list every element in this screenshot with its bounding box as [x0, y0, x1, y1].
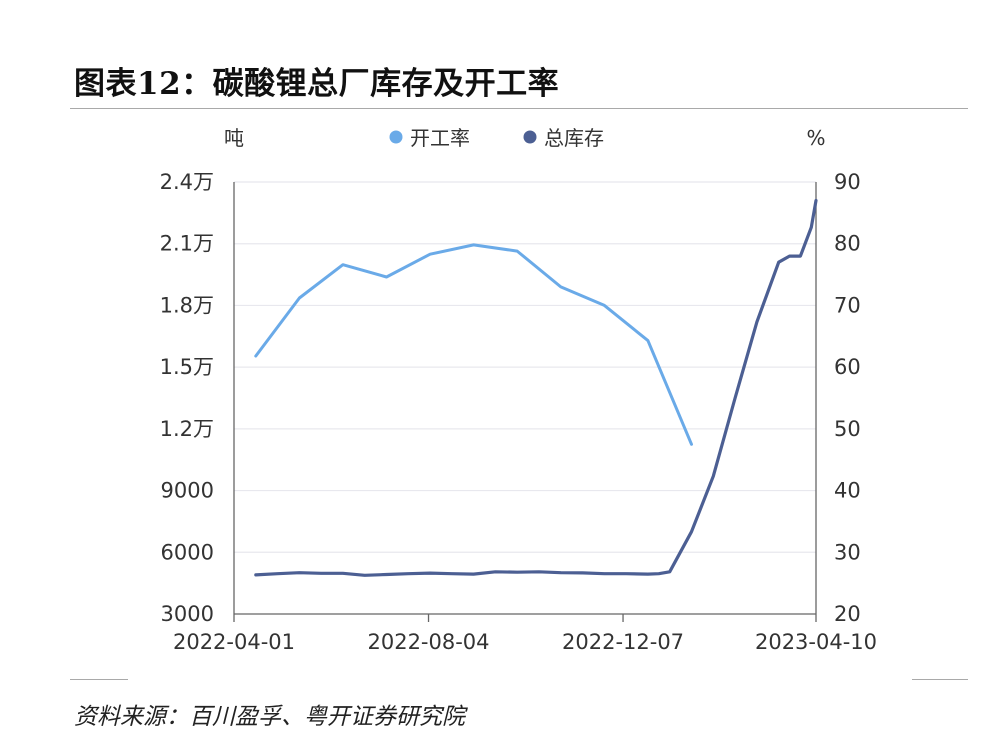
y-right-tick-label: 70	[834, 293, 861, 317]
y-left-tick-label: 1.2万	[160, 417, 214, 441]
footer-divider-left	[70, 679, 128, 680]
y-right-tick-label: 40	[834, 479, 861, 503]
y-left-tick-label: 6000	[161, 540, 214, 564]
chart: 3000 6000 9000 1.2万 1.5万 1.8万 2.1万 2.4万 20 30 40 50…	[160, 126, 877, 654]
y-left-tick-label: 9000	[161, 479, 214, 503]
y-left-unit: 吨	[224, 126, 244, 150]
y-right-tick-label: 90	[834, 170, 861, 194]
y-left-tick-label: 3000	[161, 602, 214, 626]
x-tick-label: 2022-08-04	[367, 630, 489, 654]
grid-layer	[234, 181, 816, 553]
series-layer	[254, 198, 818, 577]
y-right-unit: %	[806, 126, 825, 150]
x-tick-label: 2022-12-07	[562, 630, 684, 654]
x-tick-label: 2022-04-01	[173, 630, 295, 654]
y-left-tick-label: 1.5万	[160, 355, 214, 379]
source-note: 资料来源：百川盈孚、粤开证券研究院	[74, 704, 465, 730]
y-left-tick-label: 2.4万	[160, 170, 214, 194]
y-right-tick-label: 60	[834, 355, 861, 379]
series-line-utilization	[254, 243, 693, 446]
footer-divider-right	[912, 679, 968, 680]
legend-label: 开工率	[410, 126, 470, 150]
y-right-tick-label: 30	[834, 540, 861, 564]
y-left-tick-label: 2.1万	[160, 232, 214, 256]
x-tick-label: 2023-04-10	[755, 630, 877, 654]
chart-title: 图表12：碳酸锂总厂库存及开工率	[74, 66, 560, 102]
y-right-tick-label: 50	[834, 417, 861, 441]
y-left-tick-label: 1.8万	[160, 293, 214, 317]
axis-layer: 3000 6000 9000 1.2万 1.5万 1.8万 2.1万 2.4万 20 30 40 50…	[160, 126, 877, 654]
legend-label: 总库存	[544, 126, 604, 150]
y-right-tick-label: 80	[834, 232, 861, 256]
legend: 开工率 总库存	[389, 126, 604, 150]
legend-marker	[523, 130, 537, 144]
y-right-tick-label: 20	[834, 602, 861, 626]
legend-marker	[389, 130, 403, 144]
series-line-inventory	[254, 198, 818, 577]
title-divider	[70, 108, 968, 109]
